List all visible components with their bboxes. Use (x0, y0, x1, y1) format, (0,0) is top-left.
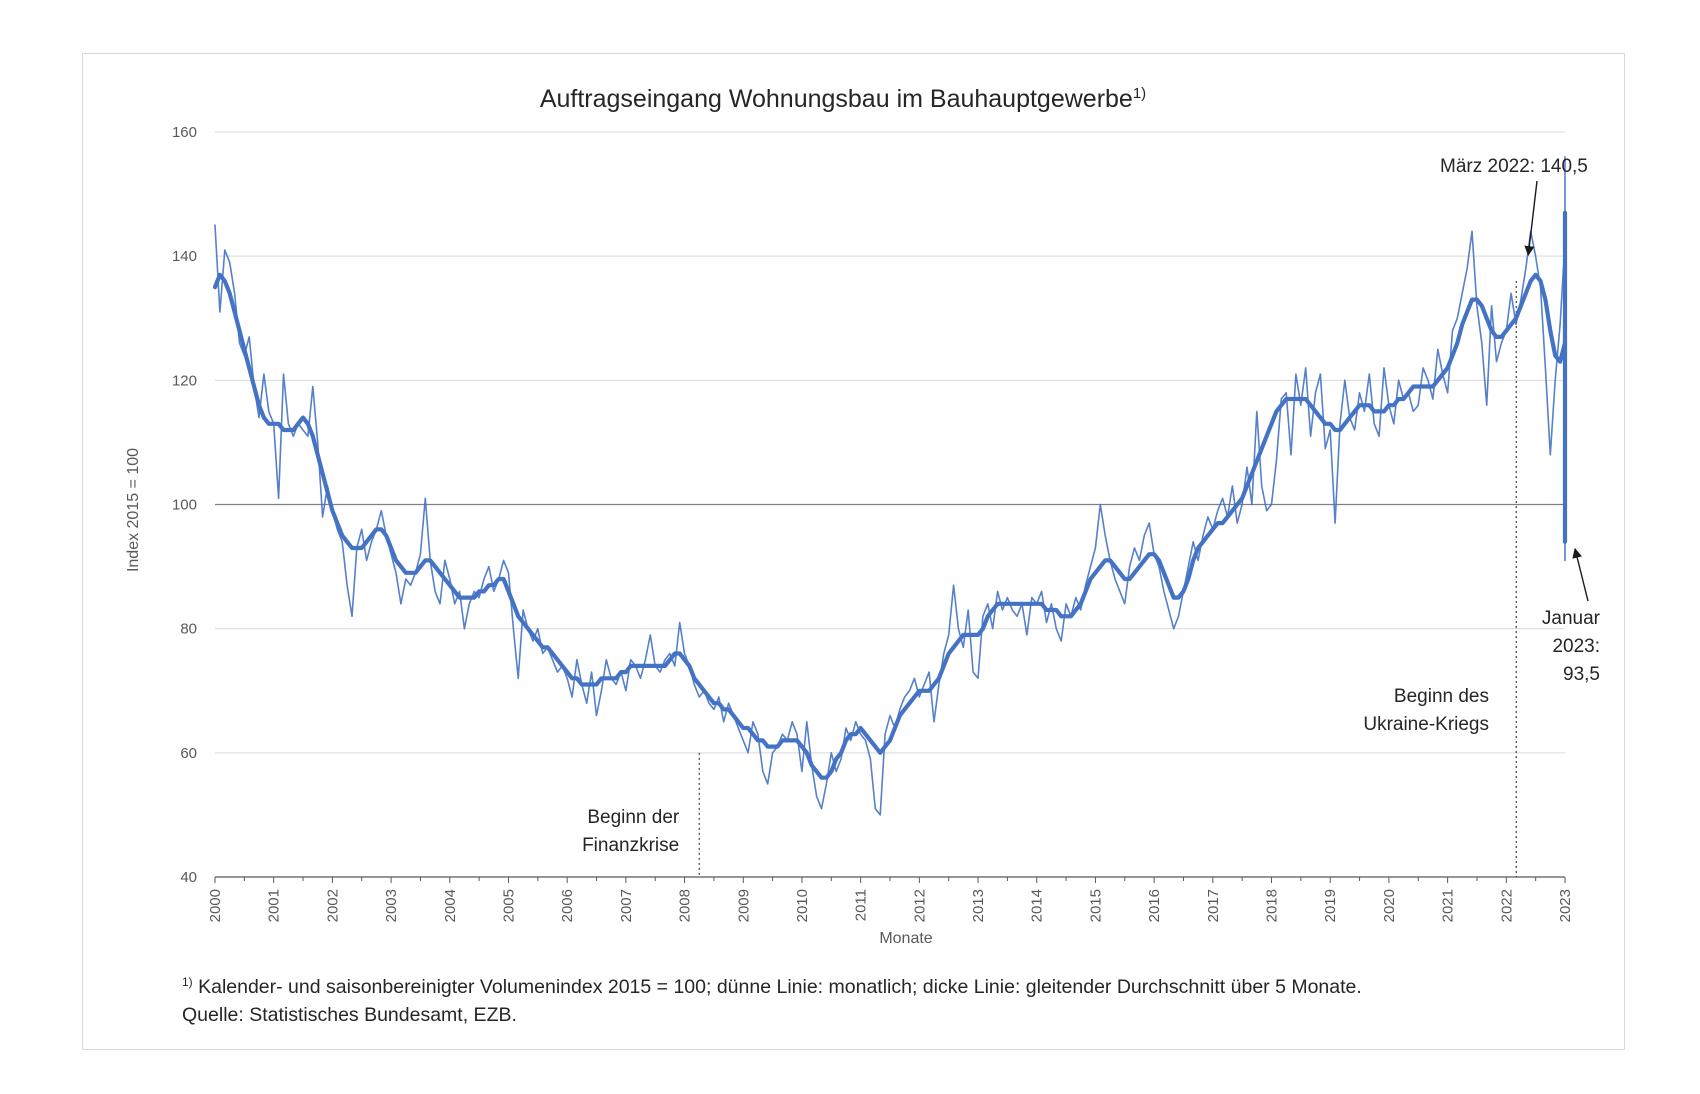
x-tick-label: 2017 (1205, 889, 1222, 922)
y-tick-label: 120 (172, 372, 197, 389)
footnote-superscript: 1) (182, 975, 193, 989)
x-tick-label: 2002 (324, 889, 341, 922)
x-tick-label: 2016 (1146, 889, 1163, 922)
series-group (212, 156, 1568, 816)
y-axis-ticks: 40 60 80 100 120 140 160 (172, 124, 197, 886)
x-tick-label: 2021 (1440, 889, 1457, 922)
x-tick-label: 2013 (970, 889, 987, 922)
y-tick-label: 100 (172, 497, 197, 514)
footnote-text: Quelle: Statistisches Bundesamt, EZB. (182, 1004, 517, 1026)
event-lines (698, 281, 1517, 877)
y-tick-label: 40 (180, 869, 197, 886)
y-tick-label: 160 (172, 124, 197, 141)
series-moving-average (212, 210, 1568, 780)
footnote-line: Quelle: Statistisches Bundesamt, EZB. (182, 1004, 517, 1026)
footnote-line: 1) Kalender- und saisonbereinigter Volum… (182, 975, 1362, 998)
x-tick-label: 2015 (1087, 889, 1104, 922)
y-tick-label: 140 (172, 248, 197, 265)
footnote-text: Kalender- und saisonbereinigter Volumeni… (193, 976, 1362, 998)
y-axis-label: Index 2015 = 100 (125, 448, 142, 572)
x-tick-label: 2003 (383, 889, 400, 922)
x-tick-label: 2022 (1498, 889, 1515, 922)
x-tick-label: 2006 (559, 889, 576, 922)
y-tick-label: 80 (180, 621, 197, 638)
series-monthly (214, 156, 1566, 816)
x-tick-label: 2008 (677, 889, 694, 922)
x-tick-label: 2010 (794, 889, 811, 922)
annotation-maerz-2022: März 2022: 140,5 (1440, 156, 1588, 177)
x-tick-label: 2020 (1381, 889, 1398, 922)
annotation-januar-2023: Januar (1542, 608, 1601, 629)
annotation-januar-2023: 93,5 (1563, 664, 1600, 685)
footnote: 1) Kalender- und saisonbereinigter Volum… (182, 975, 1362, 1026)
gridlines (215, 131, 1565, 754)
y-tick-label: 60 (180, 745, 197, 762)
januar-2023-arrow (1572, 547, 1589, 602)
x-tick-label: 2000 (207, 889, 224, 922)
x-tick-label: 2014 (1029, 889, 1046, 922)
chart-title-superscript: 1) (1133, 85, 1146, 102)
x-tick-label: 2012 (911, 889, 928, 922)
x-tick-label: 2004 (442, 889, 459, 922)
x-tick-label: 2001 (266, 889, 283, 922)
x-axis-label: Monate (879, 930, 932, 947)
x-tick-label: 2018 (1264, 889, 1281, 922)
annotation-ukraine-krieg: Ukraine-Kriegs (1363, 714, 1489, 735)
x-tick-label: 2007 (618, 889, 635, 922)
x-tick-label: 2005 (500, 889, 517, 922)
annotation-ukraine-krieg: Beginn des (1394, 686, 1489, 707)
chart-title: Auftragseingang Wohnungsbau im Bauhauptg… (540, 85, 1146, 113)
x-tick-label: 2019 (1322, 889, 1339, 922)
annotation-januar-2023: 2023: (1552, 636, 1600, 657)
x-axis: 2000 2001 2002 2003 2004 2005 2006 2007 2008 2009… (207, 876, 1574, 922)
annotation-finanzkrise: Finanzkrise (582, 835, 679, 856)
annotation-finanzkrise: Beginn der (587, 807, 680, 828)
x-tick-label: 2009 (735, 889, 752, 922)
x-tick-label: 2011 (853, 889, 870, 921)
maerz-2022-arrow (1524, 180, 1538, 257)
x-tick-label: 2023 (1557, 889, 1574, 922)
chart-frame (82, 53, 1625, 1050)
annotations: Beginn der Finanzkrise Beginn des Ukraine-K… (582, 156, 1601, 856)
